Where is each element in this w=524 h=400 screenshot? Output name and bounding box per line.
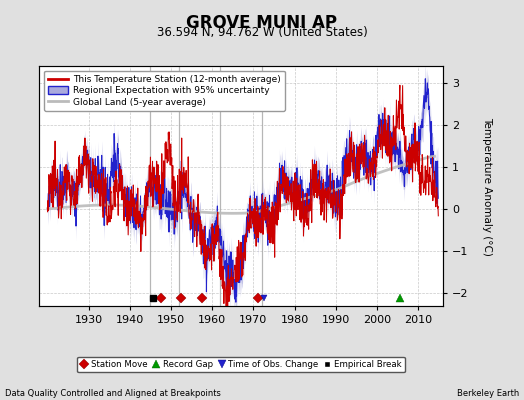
Legend: Station Move, Record Gap, Time of Obs. Change, Empirical Break: Station Move, Record Gap, Time of Obs. C… bbox=[77, 357, 405, 372]
Text: Data Quality Controlled and Aligned at Breakpoints: Data Quality Controlled and Aligned at B… bbox=[5, 389, 221, 398]
Text: 36.594 N, 94.762 W (United States): 36.594 N, 94.762 W (United States) bbox=[157, 26, 367, 39]
Y-axis label: Temperature Anomaly (°C): Temperature Anomaly (°C) bbox=[482, 116, 492, 256]
Text: Berkeley Earth: Berkeley Earth bbox=[456, 389, 519, 398]
Text: GROVE MUNI AP: GROVE MUNI AP bbox=[187, 14, 337, 32]
